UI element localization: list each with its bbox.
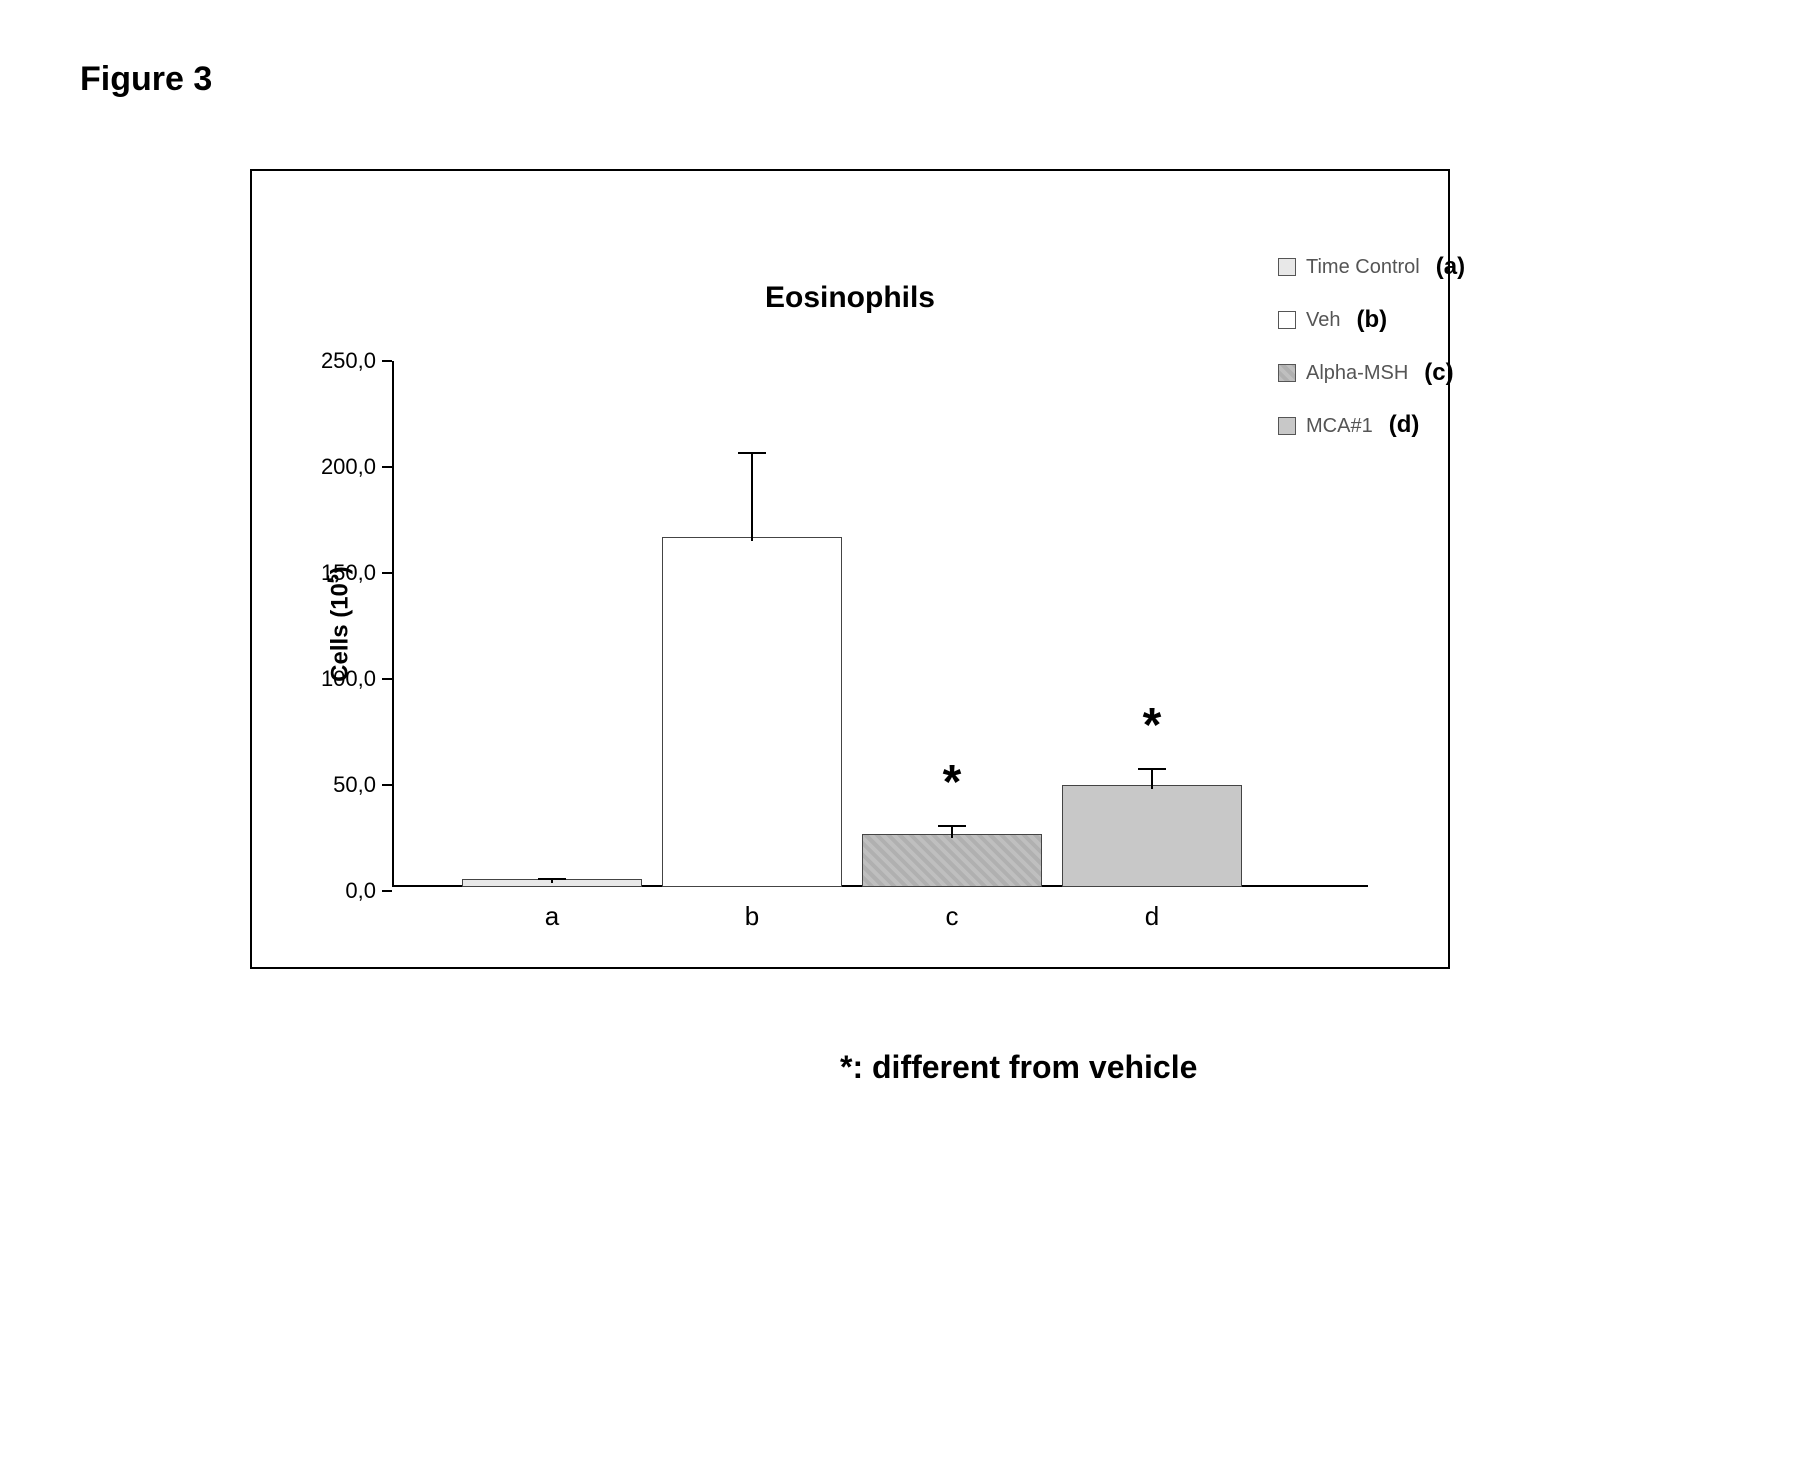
legend-letter: (a) <box>1436 241 1465 294</box>
figure-label: Figure 3 <box>80 60 1734 99</box>
significance-star: * <box>1143 698 1162 753</box>
error-cap <box>738 452 766 454</box>
legend-label: Veh <box>1306 298 1340 342</box>
bar-c <box>862 834 1042 887</box>
plot-area: Cells (105) abc*d* 0,050,0100,0150,0200,… <box>392 361 1368 887</box>
significance-star: * <box>943 755 962 810</box>
y-tick <box>382 572 392 574</box>
category-label: c <box>946 901 959 932</box>
y-tick-label: 100,0 <box>321 666 376 692</box>
bar-d <box>1062 785 1242 887</box>
y-tick <box>382 466 392 468</box>
error-bar <box>751 452 753 541</box>
legend-swatch <box>1278 311 1296 329</box>
y-tick-label: 0,0 <box>345 878 376 904</box>
legend-item-b: Veh (b) <box>1278 294 1698 347</box>
legend-swatch <box>1278 258 1296 276</box>
y-tick <box>382 890 392 892</box>
category-label: a <box>545 901 559 932</box>
y-tick <box>382 784 392 786</box>
bar-b <box>662 537 842 887</box>
footnote: *: different from vehicle <box>840 1049 1734 1086</box>
bars-area: abc*d* <box>392 361 1368 887</box>
legend-letter: (d) <box>1389 399 1420 452</box>
y-tick <box>382 678 392 680</box>
category-label: b <box>745 901 759 932</box>
category-label: d <box>1145 901 1159 932</box>
error-cap <box>1138 768 1166 770</box>
y-tick-label: 250,0 <box>321 348 376 374</box>
legend-item-a: Time Control (a) <box>1278 241 1698 294</box>
error-cap <box>938 825 966 827</box>
legend-letter: (c) <box>1424 347 1453 400</box>
y-tick <box>382 360 392 362</box>
y-tick-label: 50,0 <box>333 772 376 798</box>
error-bar <box>1151 768 1153 789</box>
chart-frame: Eosinophils Time Control(a)Veh(b)Alpha-M… <box>250 169 1450 969</box>
legend-label: Time Control <box>1306 245 1420 289</box>
y-tick-label: 200,0 <box>321 454 376 480</box>
chart-title: Eosinophils <box>252 281 1448 315</box>
y-tick-label: 150,0 <box>321 560 376 586</box>
legend-letter: (b) <box>1356 294 1387 347</box>
error-cap <box>538 878 566 880</box>
